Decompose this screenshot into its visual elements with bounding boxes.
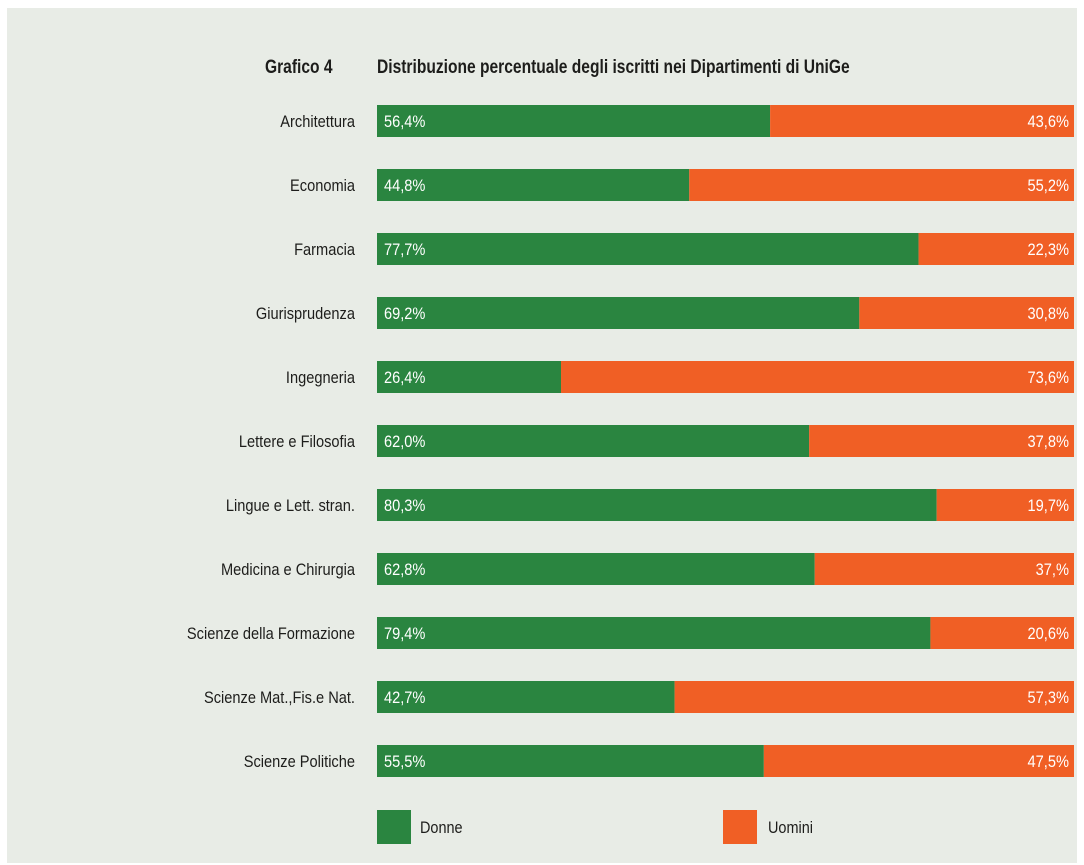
category-label-scienze-politiche: Scienze Politiche [244,753,355,771]
bar-uomini-farmacia [918,233,1074,265]
category-label-ingegneria: Ingegneria [286,369,355,387]
legend-label-uomini: Uomini [768,818,813,837]
category-label-lingue-e-lett-stran: Lingue e Lett. stran. [226,497,355,515]
bar-uomini-lingue-e-lett-stran [936,489,1074,521]
bar-uomini-scienze-della-formazione [930,617,1074,649]
value-label-donne-architettura: 56,4% [384,113,425,131]
value-label-uomini-giurisprudenza: 30,8% [1028,305,1069,323]
value-label-uomini-architettura: 43,6% [1028,113,1069,131]
value-label-uomini-ingegneria: 73,6% [1028,369,1069,387]
category-label-lettere-e-filosofia: Lettere e Filosofia [239,433,355,451]
legend-swatch-uomini [723,810,757,844]
value-label-uomini-scienze-mat-fis-e-nat: 57,3% [1028,689,1069,707]
category-label-economia: Economia [290,177,355,195]
bar-donne-lingue-e-lett-stran [377,489,937,521]
value-label-donne-medicina-e-chirurgia: 62,8% [384,561,425,579]
value-label-donne-economia: 44,8% [384,177,425,195]
bar-uomini-ingegneria [561,361,1074,393]
bar-donne-lettere-e-filosofia [377,425,810,457]
category-label-farmacia: Farmacia [294,241,355,259]
value-label-uomini-scienze-politiche: 47,5% [1028,753,1069,771]
chart-title: Distribuzione percentuale degli iscritti… [377,57,850,78]
bar-uomini-giurisprudenza [859,297,1074,329]
bar-uomini-architettura [770,105,1074,137]
bar-donne-farmacia [377,233,919,265]
bar-uomini-economia [689,169,1074,201]
category-label-scienze-mat-fis-e-nat: Scienze Mat.,Fis.e Nat. [204,689,355,707]
value-label-uomini-economia: 55,2% [1028,177,1069,195]
value-label-donne-scienze-della-formazione: 79,4% [384,625,425,643]
bar-donne-scienze-della-formazione [377,617,931,649]
value-label-uomini-scienze-della-formazione: 20,6% [1028,625,1069,643]
category-label-scienze-della-formazione: Scienze della Formazione [187,625,355,643]
value-label-donne-farmacia: 77,7% [384,241,425,259]
value-label-uomini-lingue-e-lett-stran: 19,7% [1028,497,1069,515]
bar-donne-giurisprudenza [377,297,860,329]
value-label-donne-lingue-e-lett-stran: 80,3% [384,497,425,515]
value-label-donne-scienze-mat-fis-e-nat: 42,7% [384,689,425,707]
bar-donne-scienze-politiche [377,745,764,777]
bar-donne-ingegneria [377,361,562,393]
bar-uomini-lettere-e-filosofia [809,425,1074,457]
category-label-medicina-e-chirurgia: Medicina e Chirurgia [221,561,355,579]
value-label-donne-scienze-politiche: 55,5% [384,753,425,771]
value-label-donne-lettere-e-filosofia: 62,0% [384,433,425,451]
chart-title-label: Grafico 4 [265,57,333,78]
category-label-giurisprudenza: Giurisprudenza [256,305,355,323]
bar-uomini-scienze-mat-fis-e-nat [674,681,1074,713]
bar-uomini-medicina-e-chirurgia [814,553,1074,585]
bar-donne-scienze-mat-fis-e-nat [377,681,675,713]
value-label-donne-ingegneria: 26,4% [384,369,425,387]
bar-uomini-scienze-politiche [763,745,1074,777]
value-label-uomini-lettere-e-filosofia: 37,8% [1028,433,1069,451]
value-label-uomini-medicina-e-chirurgia: 37,% [1036,561,1069,579]
value-label-donne-giurisprudenza: 69,2% [384,305,425,323]
bar-donne-medicina-e-chirurgia [377,553,815,585]
bar-donne-architettura [377,105,771,137]
value-label-uomini-farmacia: 22,3% [1028,241,1069,259]
chart-title-row: Grafico 4 Distribuzione percentuale degl… [0,57,1084,81]
category-label-architettura: Architettura [280,113,355,131]
bar-donne-economia [377,169,690,201]
legend-label-donne: Donne [420,818,463,837]
legend-swatch-donne [377,810,411,844]
